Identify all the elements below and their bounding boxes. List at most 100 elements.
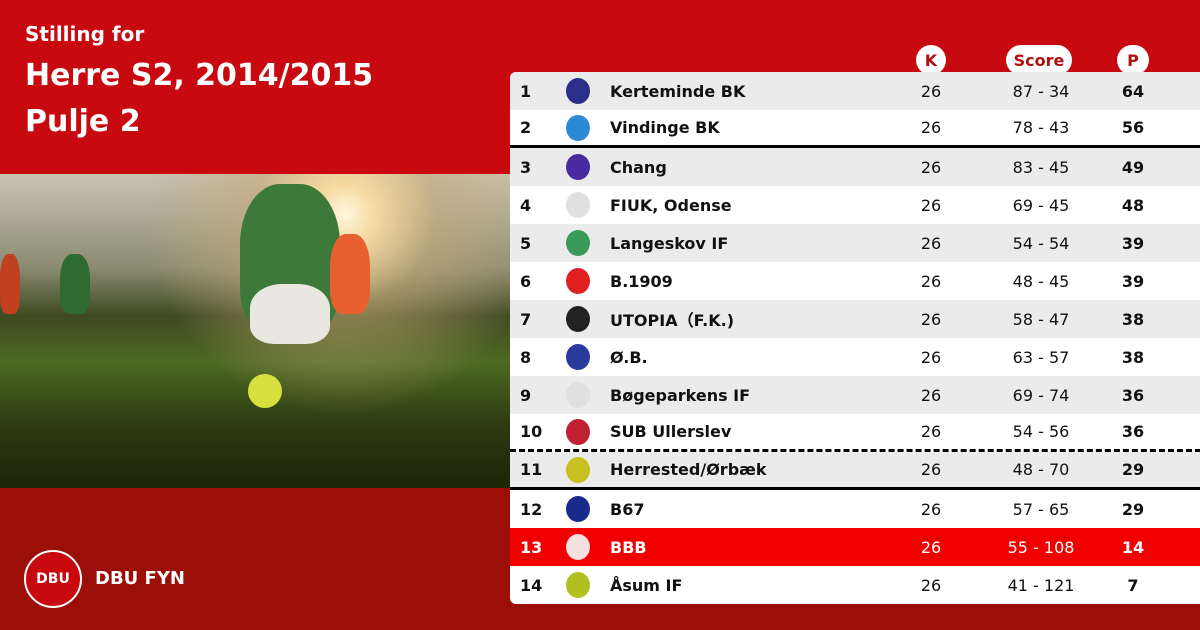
subtitle: Stilling for (25, 22, 145, 46)
points: 48 (1121, 195, 1145, 215)
team-name: FIUK, Odense (610, 195, 732, 215)
table-row[interactable]: 2 Vindinge BK 26 78 - 43 56 (510, 110, 1200, 148)
goal-score: 57 - 65 (1012, 499, 1070, 519)
goal-score: 48 - 45 (1012, 271, 1070, 291)
matches-played: 26 (920, 309, 942, 329)
rank: 1 (520, 81, 532, 101)
team-crest-icon (566, 154, 590, 180)
rank: 11 (520, 460, 543, 479)
matches-played: 26 (920, 537, 942, 557)
matches-played: 26 (920, 118, 942, 137)
column-header-score: Score (1006, 45, 1072, 75)
matches-played: 26 (920, 233, 942, 253)
team-name: Ø.B. (610, 347, 648, 367)
points: 64 (1121, 81, 1145, 101)
goal-score: 48 - 70 (1012, 460, 1070, 479)
goal-score: 69 - 74 (1012, 385, 1070, 405)
rank: 6 (520, 271, 532, 291)
points: 7 (1127, 575, 1139, 595)
team-crest-icon (566, 534, 590, 560)
team-name: Åsum IF (610, 575, 683, 595)
goal-score: 78 - 43 (1012, 118, 1070, 137)
team-crest-icon (566, 230, 590, 256)
goal-score: 69 - 45 (1012, 195, 1070, 215)
brand-name: DBU FYN (95, 568, 185, 589)
goal-score: 87 - 34 (1012, 81, 1070, 101)
matches-played: 26 (920, 460, 942, 479)
team-crest-icon (566, 114, 590, 141)
team-name: Herrested/Ørbæk (610, 460, 767, 479)
table-row[interactable]: 8 Ø.B. 26 63 - 57 38 (510, 338, 1200, 376)
team-name: B.1909 (610, 271, 673, 291)
goal-score: 54 - 56 (1012, 422, 1070, 441)
points: 36 (1121, 422, 1145, 441)
rank: 13 (520, 537, 543, 557)
table-row[interactable]: 6 B.1909 26 48 - 45 39 (510, 262, 1200, 300)
football-photo (0, 174, 510, 488)
standings-table: 1 Kerteminde BK 26 87 - 34 64 2 Vindinge … (510, 72, 1200, 604)
matches-played: 26 (920, 271, 942, 291)
matches-played: 26 (920, 195, 942, 215)
points: 38 (1121, 347, 1145, 367)
points: 39 (1121, 233, 1145, 253)
team-crest-icon (566, 306, 590, 332)
team-crest-icon (566, 192, 590, 218)
matches-played: 26 (920, 347, 942, 367)
points: 36 (1121, 385, 1145, 405)
team-crest-icon (566, 78, 590, 104)
rank: 5 (520, 233, 532, 253)
team-crest-icon (566, 572, 590, 598)
table-row[interactable]: 3 Chang 26 83 - 45 49 (510, 148, 1200, 186)
table-row[interactable]: 9 Bøgeparkens IF 26 69 - 74 36 (510, 376, 1200, 414)
table-row[interactable]: 13 BBB 26 55 - 108 14 (510, 528, 1200, 566)
table-row[interactable]: 5 Langeskov IF 26 54 - 54 39 (510, 224, 1200, 262)
team-name: Kerteminde BK (610, 81, 746, 101)
goal-score: 83 - 45 (1012, 157, 1070, 177)
table-row[interactable]: 1 Kerteminde BK 26 87 - 34 64 (510, 72, 1200, 110)
team-crest-icon (566, 456, 590, 483)
matches-played: 26 (920, 157, 942, 177)
team-name: Chang (610, 157, 667, 177)
team-name: Langeskov IF (610, 233, 729, 253)
points: 14 (1121, 537, 1145, 557)
team-name: UTOPIA（F.K.) (610, 311, 735, 330)
team-crest-icon (566, 496, 590, 522)
pool-label: Pulje 2 (25, 104, 141, 139)
rank: 8 (520, 347, 532, 367)
goal-score: 63 - 57 (1012, 347, 1070, 367)
matches-played: 26 (920, 81, 942, 101)
points: 39 (1121, 271, 1145, 291)
rank: 9 (520, 385, 532, 405)
team-crest-icon (566, 418, 590, 445)
team-name: Bøgeparkens IF (610, 385, 751, 405)
team-name: BBB (610, 537, 647, 557)
goal-score: 58 - 47 (1012, 309, 1070, 329)
table-row[interactable]: 12 B67 26 57 - 65 29 (510, 490, 1200, 528)
table-row[interactable]: 4 FIUK, Odense 26 69 - 45 48 (510, 186, 1200, 224)
team-name: B67 (610, 499, 645, 519)
column-header-p: P (1117, 45, 1149, 75)
matches-played: 26 (920, 422, 942, 441)
page-title: Herre S2, 2014/2015 (25, 58, 374, 93)
rank: 4 (520, 195, 532, 215)
matches-played: 26 (920, 385, 942, 405)
team-crest-icon (566, 344, 590, 370)
table-row[interactable]: 11 Herrested/Ørbæk 26 48 - 70 29 (510, 452, 1200, 490)
team-crest-icon (566, 382, 590, 408)
table-row[interactable]: 10 SUB Ullerslev 26 54 - 56 36 (510, 414, 1200, 452)
table-row[interactable]: 14 Åsum IF 26 41 - 121 7 (510, 566, 1200, 604)
rank: 7 (520, 309, 532, 329)
points: 38 (1121, 309, 1145, 329)
points: 29 (1121, 460, 1145, 479)
dbu-logo: DBU (24, 550, 82, 608)
goal-score: 54 - 54 (1012, 233, 1070, 253)
team-name: SUB Ullerslev (610, 422, 732, 441)
goal-score: 55 - 108 (1007, 537, 1075, 557)
rank: 3 (520, 157, 532, 177)
points: 56 (1121, 118, 1145, 137)
matches-played: 26 (920, 575, 942, 595)
table-row[interactable]: 7 UTOPIA（F.K.) 26 58 - 47 38 (510, 300, 1200, 338)
points: 29 (1121, 499, 1145, 519)
rank: 12 (520, 499, 543, 519)
rank: 2 (520, 118, 532, 137)
